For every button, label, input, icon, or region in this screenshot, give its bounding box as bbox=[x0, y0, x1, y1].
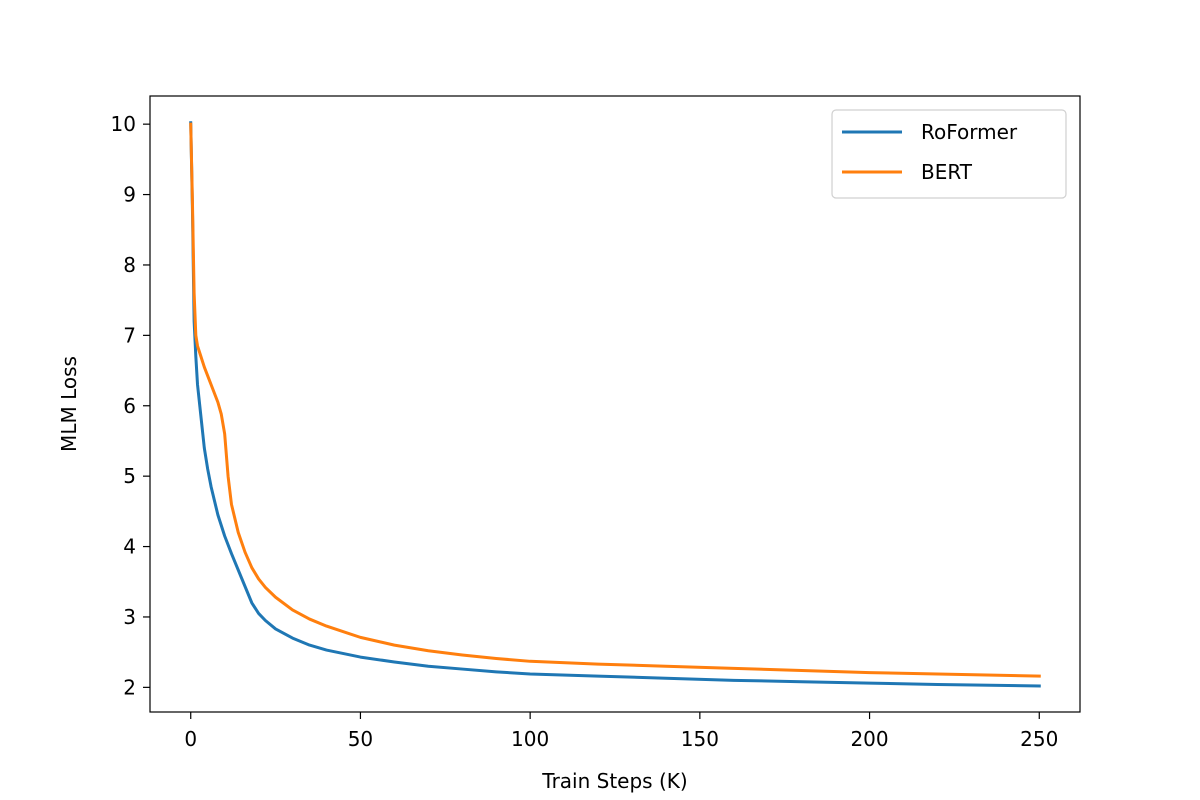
y-tick-label: 3 bbox=[123, 605, 136, 629]
axes-frame bbox=[149, 95, 1081, 713]
x-tick-label: 100 bbox=[511, 727, 549, 751]
y-tick-label: 6 bbox=[123, 394, 136, 418]
y-tick-label: 2 bbox=[123, 675, 136, 699]
y-tick-label: 7 bbox=[123, 323, 136, 347]
y-axis-label: MLM Loss bbox=[57, 356, 81, 452]
y-tick-label: 9 bbox=[123, 183, 136, 207]
legend: RoFormer BERT bbox=[831, 109, 1067, 199]
y-tick-label: 10 bbox=[111, 112, 136, 136]
x-axis-label: Train Steps (K) bbox=[541, 769, 687, 793]
series-line-bert bbox=[189, 122, 1041, 678]
y-tick-label: 5 bbox=[123, 464, 136, 488]
y-tick-label: 4 bbox=[123, 535, 136, 559]
x-tick-label: 200 bbox=[850, 727, 888, 751]
legend-label-roformer: RoFormer bbox=[921, 120, 1018, 144]
plot-lines bbox=[189, 121, 1041, 688]
y-tick-label: 8 bbox=[123, 253, 136, 277]
x-tick-label: 0 bbox=[184, 727, 197, 751]
legend-label-bert: BERT bbox=[921, 160, 973, 184]
x-tick-label: 250 bbox=[1020, 727, 1058, 751]
y-axis-ticks: 2 3 4 5 6 7 8 9 10 bbox=[111, 112, 150, 699]
series-line-roformer bbox=[189, 121, 1041, 688]
x-axis-ticks: 0 50 100 150 200 250 bbox=[184, 712, 1058, 751]
x-tick-label: 150 bbox=[681, 727, 719, 751]
x-tick-label: 50 bbox=[348, 727, 373, 751]
